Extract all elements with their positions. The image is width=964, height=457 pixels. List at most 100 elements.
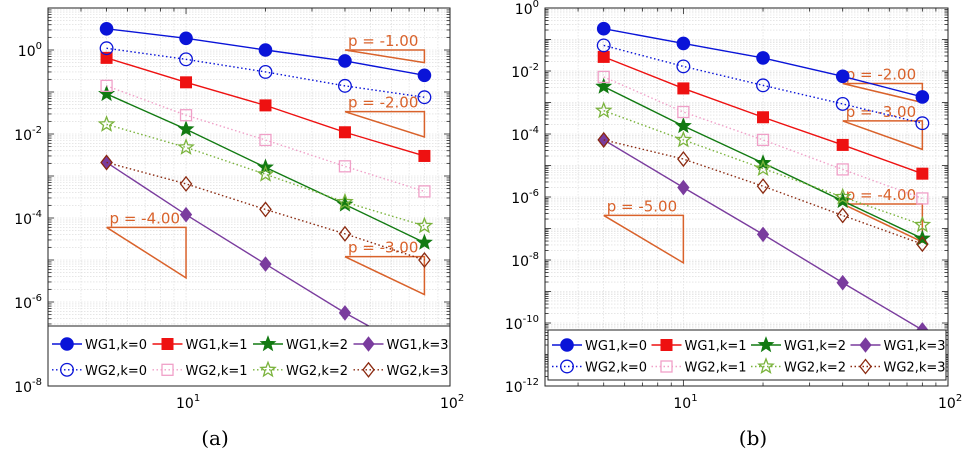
legend-marker xyxy=(660,360,673,373)
series-line xyxy=(106,47,425,98)
legend-marker xyxy=(859,337,872,353)
data-point xyxy=(676,36,691,51)
legend-marker xyxy=(60,362,74,377)
data-point xyxy=(259,133,272,147)
slope-triangle: p = -5.00 xyxy=(603,197,685,265)
legend-marker xyxy=(259,360,277,378)
legend-label: WG1,k=2 xyxy=(784,339,846,354)
series-wg1-k-1 xyxy=(100,51,431,162)
data-point xyxy=(756,51,770,65)
data-point xyxy=(915,90,930,104)
data-point xyxy=(180,76,193,89)
data-point xyxy=(756,78,770,93)
legend-label: WG1,k=1 xyxy=(685,339,747,354)
slope-label: p = -1.00 xyxy=(348,32,418,50)
slope-triangle-outline xyxy=(842,203,924,244)
slope-triangle: p = -1.00 xyxy=(344,32,426,64)
data-point xyxy=(338,78,352,93)
data-point xyxy=(596,38,611,53)
data-point xyxy=(915,116,930,131)
series-wg2-k-1 xyxy=(100,79,431,198)
data-point xyxy=(596,21,611,36)
data-point xyxy=(677,179,690,196)
tick-marks xyxy=(544,7,949,387)
y-tick-label: 10-6 xyxy=(511,188,539,207)
legend-marker xyxy=(560,338,574,352)
data-point xyxy=(836,207,850,224)
legend-box xyxy=(47,325,451,387)
data-point xyxy=(677,151,690,168)
slope-label: p = -2.00 xyxy=(846,66,916,84)
plot-panel-1: 101 102 10-8 10-6 10-4 10-2 100 p = -1.00 p = -2… xyxy=(14,7,464,450)
slope-triangle-outline xyxy=(603,214,685,265)
legend-marker xyxy=(362,336,375,352)
slope-triangle: p = -3.00 xyxy=(842,103,924,151)
data-point xyxy=(258,43,273,57)
y-tick-label: 10-2 xyxy=(511,62,539,81)
slope-triangle-outline xyxy=(106,226,187,280)
y-tick-label: 10-4 xyxy=(511,125,539,144)
data-point xyxy=(594,101,613,119)
legend-marker xyxy=(161,338,174,350)
data-point xyxy=(835,96,850,111)
data-point xyxy=(259,256,272,272)
data-point xyxy=(418,251,431,269)
y-tick-label: 10-8 xyxy=(14,377,42,396)
data-point xyxy=(916,236,929,253)
data-point xyxy=(595,77,613,94)
slope-triangle: p = -2.00 xyxy=(344,94,426,138)
data-point xyxy=(259,201,272,218)
series-wg2-k-3 xyxy=(597,131,929,253)
legend-marker xyxy=(757,357,775,375)
series-wg1-k-3 xyxy=(597,132,929,338)
legend-entry: WG2,k=3 xyxy=(353,361,449,379)
legend-label: WG1,k=0 xyxy=(85,338,147,353)
legend-label: WG2,k=1 xyxy=(685,361,747,376)
data-point xyxy=(836,163,849,176)
legend-entry: WG2,k=2 xyxy=(253,360,348,379)
legend-entry: WG1,k=3 xyxy=(850,337,946,354)
data-point xyxy=(338,305,352,321)
legend-label: WG1,k=3 xyxy=(387,338,449,353)
series-wg1-k-0 xyxy=(596,21,930,104)
data-point xyxy=(179,175,193,192)
y-tick-label: 10-2 xyxy=(14,125,42,144)
slope-triangle: p = -4.00 xyxy=(106,209,187,280)
slope-label: p = -3.00 xyxy=(348,239,418,257)
legend-marker xyxy=(362,361,375,378)
plot-content: p = -2.00p = -3.00p = -4.00p = -5.00 xyxy=(594,21,932,338)
legend-entry: WG1,k=2 xyxy=(751,336,846,354)
legend-label: WG1,k=3 xyxy=(884,339,946,354)
data-point xyxy=(99,41,114,56)
legend-entry: WG2,k=0 xyxy=(552,359,647,376)
data-point xyxy=(177,120,195,137)
legend: WG1,k=0 WG1,k=1 WG1,k=2 WG1,k=3 WG2,k=0 WG2,k… xyxy=(547,329,947,381)
legend-label: WG2,k=3 xyxy=(387,364,449,379)
legend-marker xyxy=(660,339,673,351)
legend-label: WG1,k=1 xyxy=(186,338,248,353)
legend-marker xyxy=(161,363,174,376)
legend-label: WG2,k=3 xyxy=(884,361,946,376)
data-point xyxy=(677,105,690,119)
y-tick-label: 10-10 xyxy=(505,314,539,333)
legend-label: WG2,k=0 xyxy=(85,364,147,379)
legend-entry: WG2,k=0 xyxy=(52,362,147,379)
data-point xyxy=(677,82,690,95)
legend-box xyxy=(547,329,947,381)
series-line xyxy=(106,161,425,261)
data-point xyxy=(754,159,772,177)
data-point xyxy=(256,164,275,182)
legend-entry: WG1,k=3 xyxy=(353,336,449,353)
x-tick-label: 101 xyxy=(673,393,697,412)
slope-label: p = -3.00 xyxy=(846,103,916,121)
series-wg2-k-1 xyxy=(597,70,929,205)
data-point xyxy=(100,154,113,171)
legend-marker xyxy=(259,335,277,352)
data-point xyxy=(100,51,113,64)
series-wg1-k-0 xyxy=(99,21,432,83)
legend-marker xyxy=(859,358,872,375)
data-point xyxy=(338,54,352,68)
legend-entry: WG1,k=0 xyxy=(552,338,647,354)
plot-content: p = -1.00 p = -2.00 p = -3.00 p = -4.00 xyxy=(97,21,434,365)
legend-marker xyxy=(757,336,775,353)
